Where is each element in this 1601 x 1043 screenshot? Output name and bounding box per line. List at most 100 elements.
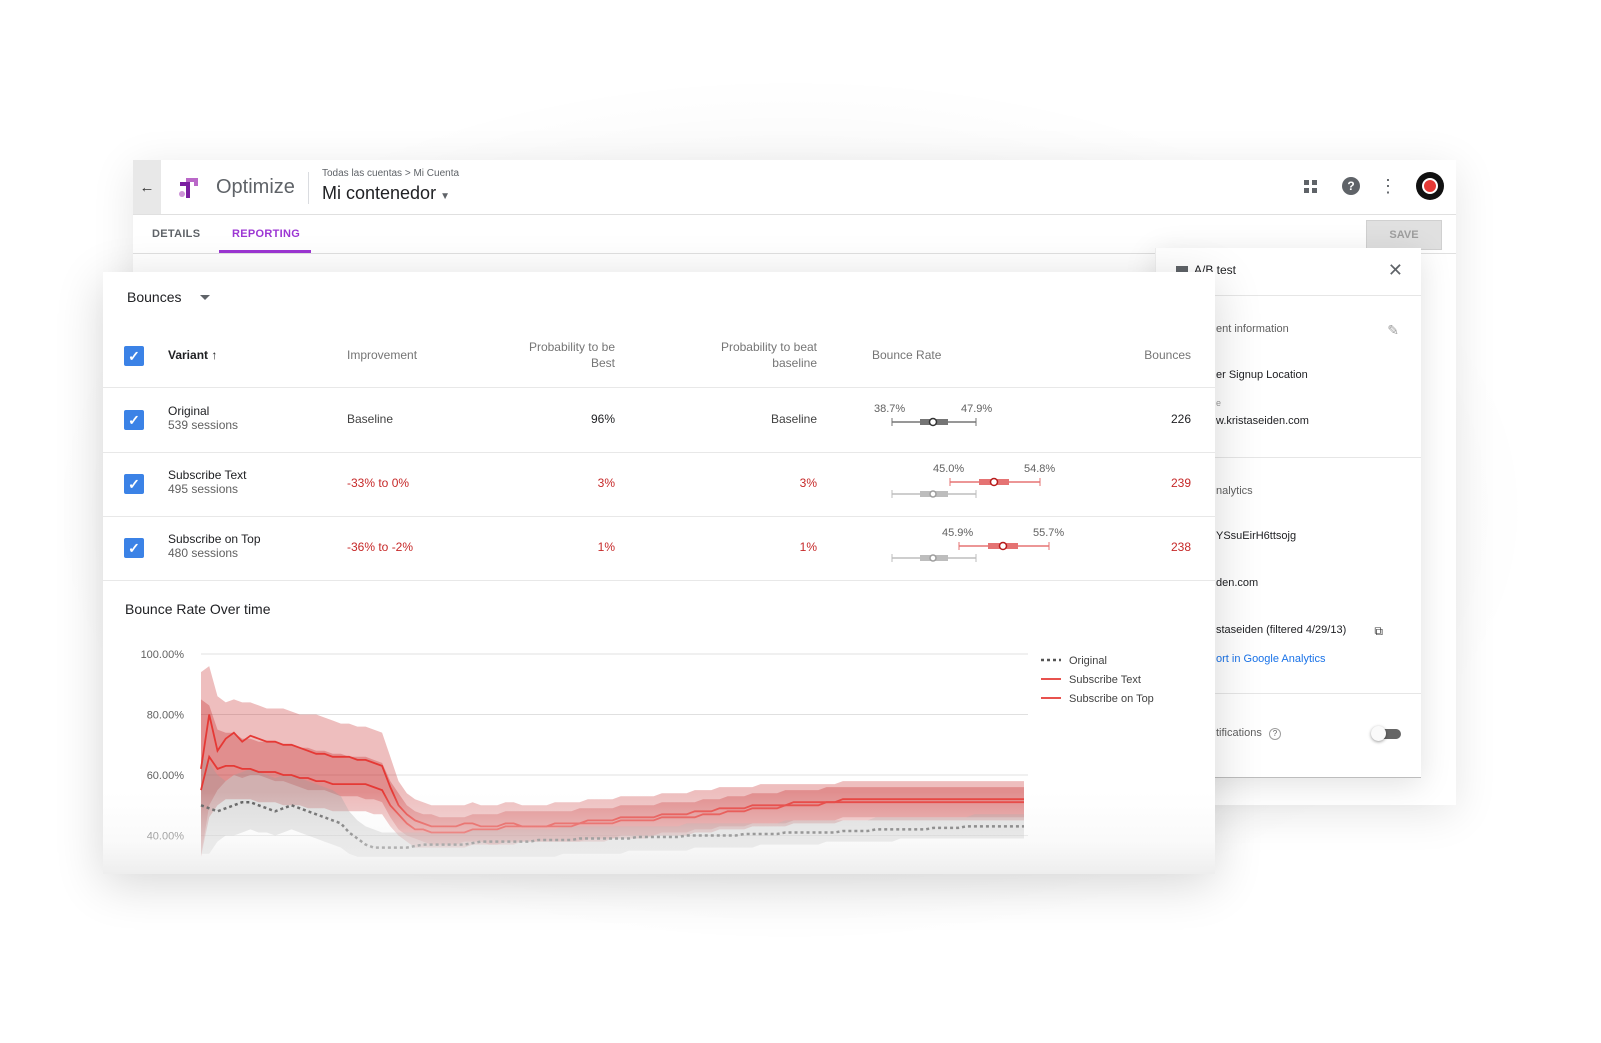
tab-reporting[interactable]: REPORTING [232, 228, 301, 240]
variant-sessions: 495 sessions [168, 482, 239, 496]
notifications-toggle[interactable] [1371, 726, 1401, 741]
panel-line: w.kristaseiden.com [1216, 415, 1309, 427]
metric-selector[interactable]: Bounces [127, 289, 210, 305]
panel-line: ent information [1216, 323, 1289, 335]
improvement-cell: -36% to -2% [347, 540, 414, 554]
divider [1156, 295, 1421, 296]
divider [1156, 693, 1421, 694]
chart-title: Bounce Rate Over time [125, 601, 271, 617]
legend-label: Subscribe on Top [1069, 693, 1154, 705]
edit-icon[interactable]: ✎ [1387, 322, 1399, 338]
tab-details[interactable]: DETAILS [152, 228, 201, 240]
row-checkbox[interactable]: ✓ [124, 538, 144, 558]
panel-line: YSsuEirH6ttsojg [1216, 530, 1297, 542]
help-icon[interactable]: ? [1342, 177, 1360, 195]
avatar[interactable] [1416, 172, 1444, 200]
select-all-checkbox[interactable]: ✓ [124, 346, 144, 366]
ci-high-label: 55.7% [1033, 527, 1064, 539]
flag-icon [1176, 266, 1188, 274]
sort-arrow-icon: ↑ [208, 348, 218, 362]
panel-line: nalytics [1216, 485, 1253, 497]
back-button[interactable]: ← [133, 160, 161, 214]
breadcrumb-root[interactable]: Todas las cuentas [322, 168, 403, 179]
bounces-cell: 238 [1170, 540, 1191, 554]
improvement-column-header: Improvement [347, 348, 418, 362]
prob-best-cell: 1% [597, 540, 615, 554]
y-tick-label: 40.00% [147, 831, 185, 843]
apps-grid-icon[interactable] [1304, 179, 1324, 193]
bounce-rate-chart: 100.00% 80.00% 60.00% 40.00% Original Subscri… [141, 649, 1154, 857]
breadcrumb-current[interactable]: Mi Cuenta [413, 168, 460, 179]
legend-label: Original [1069, 655, 1107, 667]
close-icon[interactable]: ✕ [1387, 260, 1403, 280]
bounce-rate-ci-plot: 38.7% 47.9% [874, 403, 992, 427]
header-divider [308, 172, 309, 204]
save-button[interactable]: SAVE [1366, 220, 1442, 250]
tabs-bar: DETAILS REPORTING SAVE [133, 215, 1456, 254]
breadcrumb: Todas las cuentas > Mi Cuenta [322, 168, 459, 179]
ci-low-label: 45.9% [942, 527, 973, 539]
y-tick-label: 60.00% [147, 770, 185, 782]
container-selector[interactable]: Mi contenedor ▼ [322, 183, 450, 204]
notifications-label: tifications [1216, 727, 1262, 739]
report-card: Bounces ✓ Variant ↑ Improvement Probabil… [103, 272, 1215, 874]
app-name: Optimize [216, 176, 295, 198]
top-app-bar: ← Optimize Todas las cuentas > Mi Cuenta… [133, 160, 1456, 215]
variant-column-header[interactable]: Variant ↑ [168, 348, 218, 362]
row-checkbox[interactable]: ✓ [124, 474, 144, 494]
bounces-cell: 239 [1170, 476, 1191, 490]
improvement-cell: -33% to 0% [347, 476, 410, 490]
bounces-cell: 226 [1170, 412, 1191, 426]
breadcrumb-separator: > [404, 168, 411, 179]
improvement-cell: Baseline [347, 412, 394, 426]
panel-line: er Signup Location [1216, 369, 1308, 381]
bounces-column-header: Bounces [1144, 348, 1191, 362]
variant-name: Subscribe on Top [168, 532, 261, 546]
divider [1156, 457, 1421, 458]
divider [103, 580, 1215, 581]
prob-beat-cell: 3% [799, 476, 817, 490]
variant-name: Subscribe Text [168, 468, 247, 482]
ci-high-label: 54.8% [1024, 463, 1055, 475]
open-in-new-icon[interactable]: ⧉ [1374, 624, 1383, 638]
top-icons: ? ⋮ [1304, 172, 1444, 200]
panel-line: staseiden (filtered 4/29/13) [1216, 624, 1347, 636]
active-tab-indicator [219, 250, 311, 253]
bounce-rate-ci-plot: 45.9% 55.7% [891, 527, 1064, 562]
panel-line: tifications ? [1216, 727, 1281, 740]
arrow-back-icon: ← [139, 178, 155, 196]
row-checkbox[interactable]: ✓ [124, 410, 144, 430]
dropdown-arrow-icon [200, 295, 210, 300]
metric-label: Bounces [127, 289, 182, 305]
variant-cell: Original 539 sessions [168, 404, 238, 432]
report-link[interactable]: ort in Google Analytics [1216, 653, 1326, 665]
chevron-down-icon: ▼ [440, 191, 450, 202]
divider [103, 516, 1215, 517]
variant-sessions: 539 sessions [168, 418, 239, 432]
panel-line: den.com [1216, 577, 1259, 589]
panel-line: e [1216, 398, 1222, 408]
container-name: Mi contenedor [322, 183, 437, 203]
info-icon: ? [1268, 728, 1281, 740]
divider [103, 452, 1215, 453]
prob-beat-column-header: Probability to beat baseline [720, 340, 817, 370]
ci-low-label: 45.0% [933, 463, 964, 475]
legend-label: Subscribe Text [1069, 674, 1141, 686]
prob-best-cell: 96% [590, 412, 615, 426]
bounce-rate-ci-plot: 45.0% 54.8% [891, 463, 1055, 498]
divider [1156, 777, 1421, 778]
y-tick-label: 80.00% [147, 710, 185, 722]
divider [103, 387, 1215, 388]
prob-best-column-header: Probability to be Best [528, 340, 615, 370]
ci-high-label: 47.9% [961, 403, 992, 415]
variant-sessions: 480 sessions [168, 546, 239, 560]
bounce-rate-column-header: Bounce Rate [872, 348, 942, 362]
prob-beat-cell: Baseline [770, 412, 817, 426]
more-vert-icon[interactable]: ⋮ [1379, 175, 1397, 196]
y-tick-label: 100.00% [141, 649, 185, 661]
optimize-logo-icon [179, 178, 198, 198]
variant-cell: Subscribe on Top 480 sessions [168, 532, 261, 560]
ci-low-label: 38.7% [874, 403, 905, 415]
variant-cell: Subscribe Text 495 sessions [168, 468, 247, 496]
prob-beat-cell: 1% [799, 540, 817, 554]
